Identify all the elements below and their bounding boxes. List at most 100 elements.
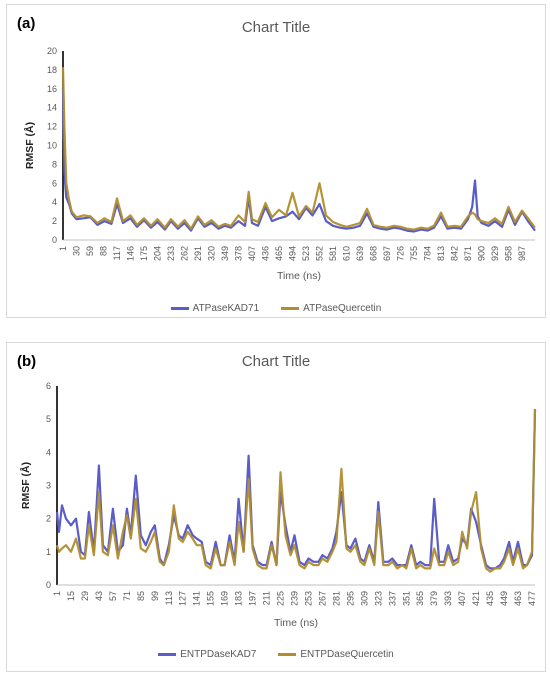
x-tick-label: 494 <box>287 246 297 261</box>
x-tick-label: 393 <box>443 591 453 606</box>
x-tick-label: 407 <box>457 591 467 606</box>
x-axis-title: Time (ns) <box>277 270 321 282</box>
y-tick-label: 2 <box>46 514 51 524</box>
legend-swatch <box>278 653 297 656</box>
legend-label: ATPaseKAD71 <box>192 303 260 314</box>
x-tick-label: 552 <box>314 246 324 261</box>
x-tick-label: 842 <box>449 246 459 261</box>
x-tick-label: 88 <box>98 246 108 256</box>
x-tick-label: 57 <box>108 591 118 601</box>
x-tick-label: 239 <box>290 591 300 606</box>
x-tick-label: 113 <box>164 591 174 605</box>
x-tick-label: 99 <box>150 591 160 601</box>
legend-swatch <box>281 307 300 310</box>
x-tick-label: 29 <box>80 591 90 601</box>
x-tick-label: 225 <box>276 591 286 606</box>
legend: ATPaseKAD71 ATPaseQuercetin <box>7 303 545 314</box>
x-tick-label: 175 <box>139 246 149 261</box>
x-tick-label: 871 <box>463 246 473 261</box>
x-tick-label: 1 <box>58 246 68 251</box>
x-tick-label: 449 <box>499 591 509 606</box>
x-tick-label: 320 <box>206 246 216 261</box>
chart-panel-b: (b) Chart Title 0 1 2 3 4 5 6 1 15 29 43 57 71 85 99 11… <box>6 342 546 672</box>
x-tick-label: 281 <box>331 591 341 606</box>
x-tick-label: 929 <box>490 246 500 261</box>
legend-label: ATPaseQuercetin <box>303 303 382 314</box>
x-tick-label: 337 <box>387 591 397 606</box>
y-tick-label: 0 <box>46 580 51 590</box>
x-tick-label: 155 <box>206 591 216 606</box>
y-axis-title: RMSF (Å) <box>19 462 32 509</box>
x-tick-label: 267 <box>317 591 327 606</box>
x-tick-label: 169 <box>220 591 230 606</box>
legend-item: ATPaseKAD71 <box>170 303 260 314</box>
y-tick-label: 5 <box>46 414 51 424</box>
x-tick-label: 291 <box>193 246 203 261</box>
x-tick-label: 127 <box>178 591 188 606</box>
panel-label: (a) <box>17 15 36 32</box>
x-tick-label: 349 <box>220 246 230 261</box>
x-tick-label: 900 <box>476 246 486 261</box>
x-tick-label: 15 <box>66 591 76 601</box>
chart-title: Chart Title <box>241 353 311 370</box>
x-tick-label: 43 <box>94 591 104 601</box>
x-tick-label: 351 <box>401 591 411 606</box>
chart-panel-a: (a) Chart Title 0 2 4 6 8 10 12 14 16 18 20 1 30 59 88… <box>6 4 546 318</box>
series-line-2 <box>61 67 536 231</box>
series-line-2 <box>55 409 537 573</box>
x-tick-label: 813 <box>436 246 446 261</box>
y-tick-label: 6 <box>52 178 57 188</box>
x-tick-label: 183 <box>234 591 244 606</box>
x-tick-label: 1 <box>52 591 62 596</box>
x-tick-label: 755 <box>409 246 419 261</box>
x-tick-label: 253 <box>303 591 313 606</box>
y-tick-label: 3 <box>46 481 51 491</box>
legend-item: ENTPDaseKAD7 <box>158 649 256 660</box>
chart-title: Chart Title <box>241 19 311 36</box>
x-tick-label: 117 <box>112 246 122 260</box>
legend-item: ENTPDaseQuercetin <box>278 649 394 660</box>
x-tick-label: 233 <box>166 246 176 261</box>
legend-swatch <box>170 307 189 310</box>
x-tick-label: 784 <box>422 246 432 261</box>
x-tick-label: 379 <box>429 591 439 606</box>
y-tick-label: 2 <box>52 216 57 226</box>
x-tick-label: 435 <box>485 591 495 606</box>
x-tick-label: 610 <box>341 246 351 261</box>
x-tick-label: 639 <box>355 246 365 261</box>
legend-label: ENTPDaseQuercetin <box>300 649 394 660</box>
x-tick-label: 523 <box>301 246 311 261</box>
x-tick-label: 477 <box>527 591 537 606</box>
legend-label: ENTPDaseKAD7 <box>180 649 257 660</box>
y-tick-label: 4 <box>52 197 57 207</box>
x-tick-label: 85 <box>136 591 146 601</box>
x-tick-label: 71 <box>122 591 132 601</box>
x-tick-label: 407 <box>247 246 257 261</box>
x-tick-label: 309 <box>359 591 369 606</box>
x-tick-label: 323 <box>373 591 383 606</box>
x-tick-label: 668 <box>368 246 378 261</box>
x-tick-label: 987 <box>517 246 527 261</box>
series-line-1 <box>55 409 537 570</box>
x-tick-label: 59 <box>85 246 95 256</box>
x-tick-label: 204 <box>152 246 162 261</box>
x-tick-label: 421 <box>471 591 481 606</box>
x-tick-label: 581 <box>328 246 338 261</box>
y-tick-label: 20 <box>47 46 57 56</box>
y-tick-label: 10 <box>47 141 57 151</box>
y-tick-label: 18 <box>47 65 57 75</box>
series-line-1 <box>61 88 536 233</box>
x-tick-label: 697 <box>382 246 392 261</box>
legend: ENTPDaseKAD7 ENTPDaseQuercetin <box>7 649 545 660</box>
x-axis-title: Time (ns) <box>274 617 318 629</box>
legend-swatch <box>158 653 177 656</box>
y-tick-label: 6 <box>46 381 51 391</box>
x-tick-label: 958 <box>503 246 513 261</box>
x-tick-label: 197 <box>248 591 258 606</box>
x-tick-label: 262 <box>179 246 189 261</box>
x-tick-label: 465 <box>274 246 284 261</box>
x-tick-label: 211 <box>262 591 272 605</box>
x-tick-label: 463 <box>513 591 523 606</box>
